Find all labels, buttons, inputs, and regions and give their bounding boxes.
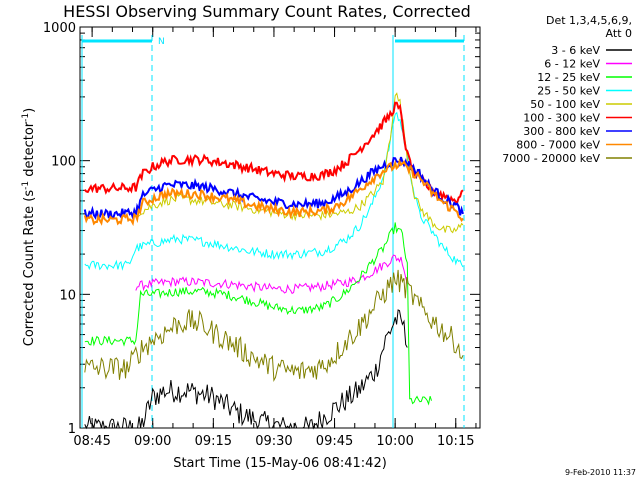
x-tick-label: 09:00 (134, 434, 171, 449)
legend-entry-label: 300 - 800 keV (523, 125, 600, 138)
series-line-6-12-keV (135, 254, 408, 295)
plot-area-frame (79, 26, 481, 429)
legend-entry-label: 3 - 6 keV (551, 44, 600, 57)
legend-entry-label: 50 - 100 keV (530, 98, 600, 111)
legend-entry-label: 7000 - 20000 keV (502, 152, 600, 165)
legend-header: Det 1,3,4,5,6,9, (546, 14, 632, 27)
y-axis-label: Corrected Count Rate (s-1 detector-1) (21, 108, 37, 346)
series-lines (83, 92, 464, 430)
y-axis-label-superscript: -1 (21, 181, 31, 190)
legend-entry-label: 800 - 7000 keV (516, 139, 600, 152)
series-line-12-25-keV (84, 222, 432, 406)
x-tick-label: 08:45 (73, 434, 110, 449)
series-line-25-50-keV (84, 111, 464, 271)
x-tick-label: 09:45 (316, 434, 353, 449)
series-line-7000-20000-keV (84, 269, 464, 382)
series-line-100-300-keV (84, 101, 464, 205)
series-line-800-7000-keV (83, 158, 464, 227)
flag-label: N (158, 37, 165, 47)
y-tick-label: 1 (68, 422, 76, 437)
svg-text:Corrected Count Rate (s-1 dete: Corrected Count Rate (s-1 detector-1) (21, 108, 37, 346)
chart-title: HESSI Observing Summary Count Rates, Cor… (63, 2, 471, 21)
timestamp: 9-Feb-2010 11:37 (565, 468, 636, 477)
y-tick-label: 10 (59, 288, 76, 303)
legend-entry-label: 100 - 300 keV (523, 112, 600, 125)
y-axis-label-part: detector (22, 121, 37, 181)
legend-entry-label: 6 - 12 keV (544, 58, 600, 71)
x-tick-label: 10:15 (437, 434, 474, 449)
legend-entry-label: 25 - 50 keV (537, 85, 600, 98)
legend-entry-label: 12 - 25 keV (537, 71, 600, 84)
series-line-3-6-keV (84, 309, 408, 430)
x-tick-label: 10:00 (376, 434, 413, 449)
x-tick-label: 09:30 (255, 434, 292, 449)
y-axis-label-part: ) (22, 108, 37, 113)
legend-header: Att 0 (606, 27, 632, 40)
y-axis-label-superscript: -1 (21, 113, 31, 122)
y-tick-label: 100 (51, 155, 76, 170)
axis-ticks: 1 10 100 1000 08:45 09:00 09:15 09:30 09:45 10:00… (43, 21, 480, 449)
y-tick-label: 1000 (43, 21, 76, 36)
x-axis-label: Start Time (15-May-06 08:41:42) (173, 456, 387, 471)
y-axis-label-part: Corrected Count Rate (s (22, 190, 37, 347)
x-tick-label: 09:15 (195, 434, 232, 449)
